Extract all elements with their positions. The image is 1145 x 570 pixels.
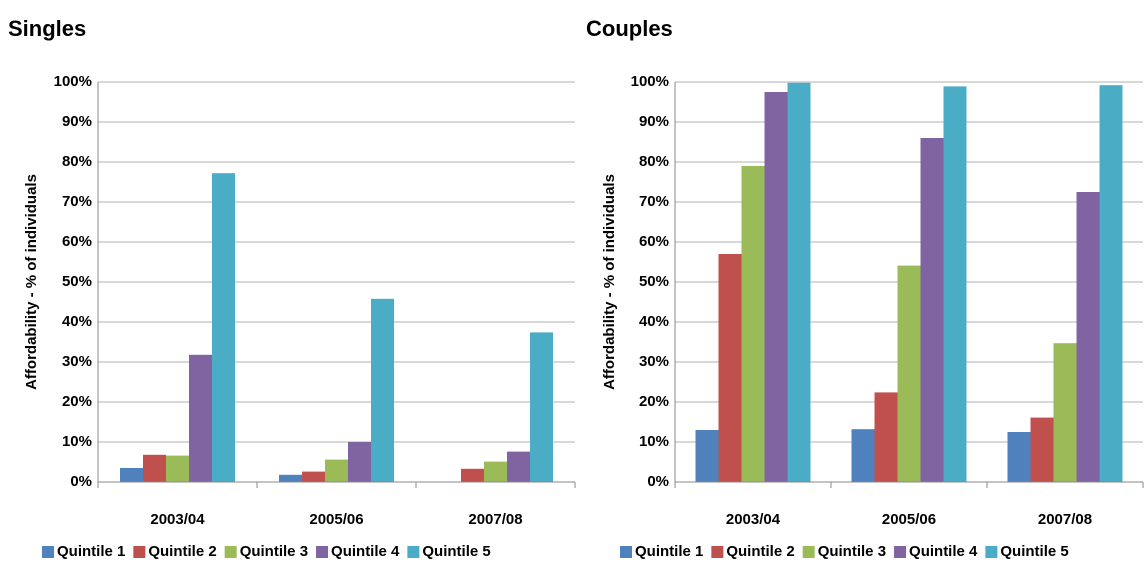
bar [530,332,553,482]
bar [166,455,189,482]
y-tick-label: 100% [631,73,669,90]
bar [764,92,788,482]
legend-swatch [711,546,724,558]
legend-swatch [407,546,420,558]
chart-title: Couples [586,16,673,41]
y-tick-label: 10% [62,433,92,450]
y-tick-label: 70% [62,193,92,210]
legend-swatch [133,546,146,558]
bar [943,86,967,483]
legend-swatch [620,546,632,558]
bar [1053,343,1077,482]
bar [718,254,742,482]
y-tick-label: 30% [639,353,669,370]
legend-label: Quintile 2 [148,543,216,560]
x-tick-label: 2007/08 [468,511,522,528]
bar [507,451,530,482]
y-axis-label: Affordability - % of individuals [601,174,618,390]
x-tick-label: 2007/08 [1038,511,1092,528]
y-tick-label: 60% [62,233,92,250]
y-tick-label: 100% [54,73,92,90]
legend-swatch [224,546,237,558]
y-tick-label: 0% [647,473,669,490]
y-tick-label: 60% [639,233,669,250]
bar [325,459,348,482]
bar [212,173,235,482]
legend-label: Quintile 3 [818,543,886,560]
y-tick-label: 40% [62,313,92,330]
y-tick-label: 80% [62,153,92,170]
chart-title: Singles [8,16,86,41]
bar [189,354,212,482]
y-tick-label: 30% [62,353,92,370]
bar [1007,432,1031,482]
bar [143,454,166,482]
legend-swatch [316,546,329,558]
bar [348,442,371,482]
x-tick-label: 2005/06 [309,511,363,528]
bar [279,474,302,482]
legend-label: Quintile 4 [331,543,400,560]
legend-label: Quintile 4 [909,543,978,560]
legend-label: Quintile 2 [726,543,794,560]
bar [484,461,507,482]
legend-label: Quintile 5 [1000,543,1068,560]
legend-swatch [894,546,907,558]
bar [1099,85,1123,482]
y-tick-label: 50% [62,273,92,290]
y-tick-label: 20% [62,393,92,410]
bar [120,468,143,482]
y-tick-label: 70% [639,193,669,210]
legend-label: Quintile 5 [422,543,490,560]
y-tick-label: 50% [639,273,669,290]
x-tick-label: 2005/06 [882,511,936,528]
bar [302,471,325,482]
legend-label: Quintile 1 [57,543,125,560]
legend-swatch [42,546,54,558]
y-tick-label: 10% [639,433,669,450]
bar [461,468,484,482]
bar [695,430,719,482]
bar [897,265,921,482]
x-tick-label: 2003/04 [150,511,205,528]
y-tick-label: 0% [70,473,92,490]
bar [1076,192,1100,482]
y-tick-label: 20% [639,393,669,410]
legend-swatch [985,546,998,558]
legend-swatch [802,546,815,558]
y-tick-label: 80% [639,153,669,170]
legend-label: Quintile 3 [240,543,308,560]
bar [851,429,875,482]
bar [371,298,394,482]
bar [1030,417,1054,482]
y-tick-label: 90% [62,113,92,130]
y-tick-label: 40% [639,313,669,330]
legend-label: Quintile 1 [635,543,703,560]
y-axis-label: Affordability - % of individuals [23,174,40,390]
bar [920,138,944,482]
bar [741,166,765,482]
y-tick-label: 90% [639,113,669,130]
bar [874,392,898,482]
bar [787,82,811,483]
x-tick-label: 2003/04 [726,511,781,528]
